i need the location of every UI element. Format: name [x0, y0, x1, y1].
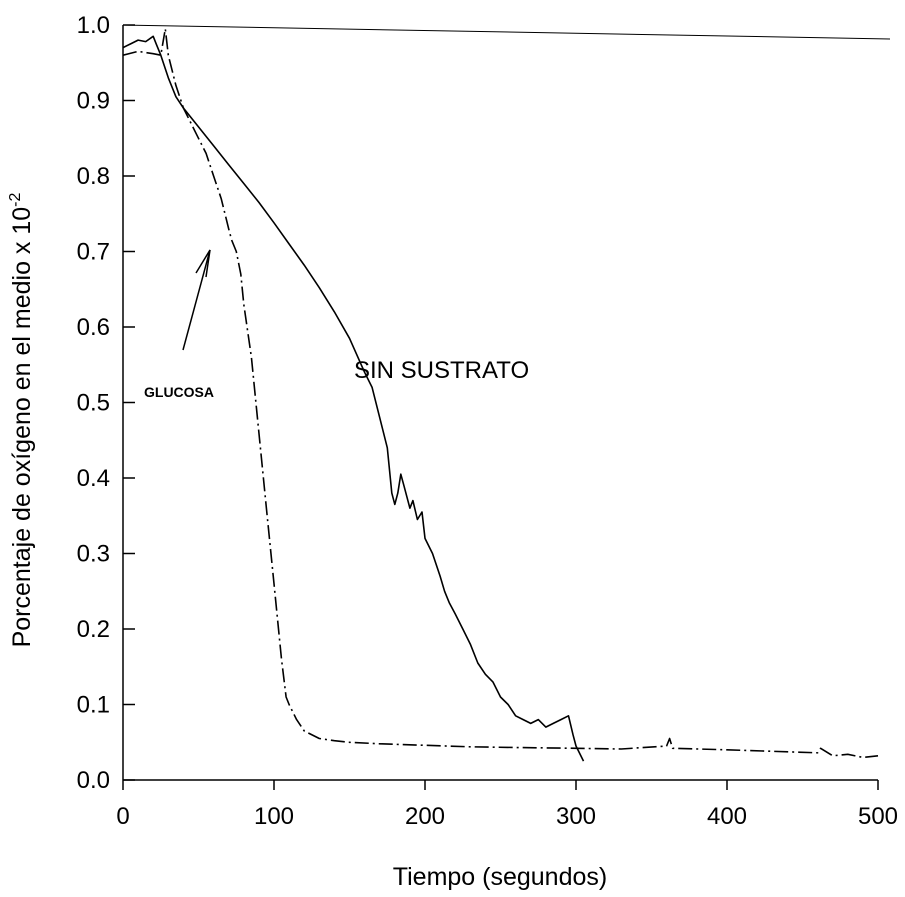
glucosa-arrow [182, 249, 211, 351]
y-tick-label: 0.3 [77, 541, 110, 568]
y-axis-title-exponent: -2 [7, 193, 24, 207]
y-tick-label: 0.9 [77, 88, 110, 115]
x-tick-label: 300 [556, 803, 596, 830]
x-tick-label: 100 [254, 803, 294, 830]
sin-sustrato-label: SIN SUSTRATO [354, 357, 529, 384]
y-tick-label: 0.2 [77, 616, 110, 643]
y-tick-label: 1.0 [77, 12, 110, 39]
y-tick-label: 0.6 [77, 314, 110, 341]
y-tick-label: 0.7 [77, 239, 110, 266]
glucosa-label: GLUCOSA [144, 384, 214, 400]
y-tick-label: 0.0 [77, 767, 110, 794]
series-line-sin-sustrato [122, 35, 585, 762]
x-tick-label: 200 [405, 803, 445, 830]
y-tick-label: 0.8 [77, 163, 110, 190]
x-tick-label: 400 [707, 803, 747, 830]
plot-frame [122, 24, 891, 781]
x-tick-label: 500 [858, 803, 898, 830]
y-axis-title-main: Porcentaje de oxígeno en el medio x 10 [8, 207, 36, 648]
y-axis-title: Porcentaje de oxígeno en el medio x 10-2 [7, 193, 36, 648]
x-tick-label: 0 [116, 803, 129, 830]
x-axis-ticks: 0 100 200 300 400 500 [116, 780, 898, 830]
y-tick-label: 0.5 [77, 390, 110, 417]
x-axis-title: Tiempo (segundos) [393, 863, 607, 891]
top-border-line [122, 24, 891, 40]
series-line-glucosa [122, 28, 879, 759]
y-tick-label: 0.4 [77, 465, 110, 492]
y-axis-ticks: 0.0 0.1 0.2 0.3 0.4 0.5 0.6 0.7 0.8 0.9 1.0 [77, 12, 135, 794]
y-tick-label: 0.1 [77, 692, 110, 719]
series-layer [122, 28, 879, 762]
